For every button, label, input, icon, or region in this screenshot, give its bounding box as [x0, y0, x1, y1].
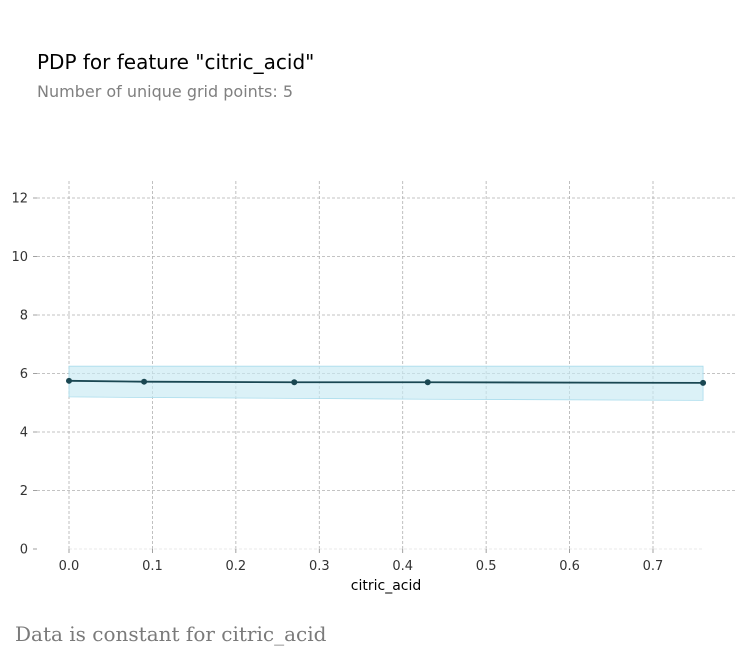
x-axis-label: citric_acid — [351, 578, 421, 594]
y-tick-label: 10 — [11, 250, 28, 265]
chart-title: PDP for feature "citric_acid" — [37, 50, 315, 74]
x-tick-label: 0.7 — [643, 559, 664, 574]
data-point — [291, 379, 298, 386]
x-tick-label: 0.1 — [142, 559, 163, 574]
x-tick-label: 0.0 — [59, 559, 80, 574]
confidence-band — [68, 365, 704, 401]
constant-data-note: Data is constant for citric_acid — [15, 622, 327, 646]
x-tick-label: 0.2 — [226, 559, 247, 574]
data-point — [424, 379, 431, 386]
x-tick-label: 0.5 — [476, 559, 497, 574]
data-point — [141, 378, 148, 385]
x-tick-label: 0.4 — [392, 559, 413, 574]
grid-layer — [37, 181, 736, 550]
y-tick-label: 2 — [20, 484, 28, 499]
data-point-layer — [66, 377, 707, 386]
y-tick-label: 0 — [20, 543, 28, 558]
data-point — [700, 379, 707, 386]
chart-subtitle: Number of unique grid points: 5 — [37, 82, 294, 101]
y-tick-label: 12 — [11, 192, 28, 207]
data-point — [66, 377, 72, 384]
y-tick-label: 6 — [20, 367, 28, 382]
x-tick-label: 0.6 — [559, 559, 580, 574]
x-tick-label: 0.3 — [309, 559, 330, 574]
confidence-band-layer — [68, 365, 704, 401]
tick-label-layer: 0.0 0.1 0.2 0.3 0.4 0.5 0.6 0.7 0 2 4 6 8 10 12 — [11, 192, 663, 575]
y-tick-label: 8 — [20, 309, 28, 324]
y-tick-label: 4 — [20, 426, 28, 441]
